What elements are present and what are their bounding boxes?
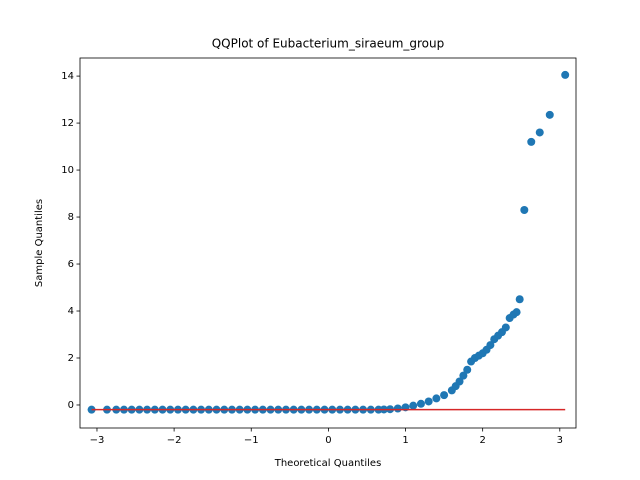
point	[440, 391, 449, 400]
x-tick-label: −1	[244, 435, 259, 446]
point	[501, 323, 510, 332]
point	[409, 401, 418, 410]
point	[527, 137, 536, 146]
x-tick-label: −3	[90, 435, 105, 446]
x-tick-label: −2	[167, 435, 182, 446]
chart-title: QQPlot of Eubacterium_siraeum_group	[212, 37, 445, 51]
y-tick-label: 6	[68, 259, 74, 270]
point	[424, 397, 433, 406]
point	[393, 404, 402, 413]
y-tick-label: 2	[68, 353, 74, 364]
point	[455, 377, 464, 386]
point	[535, 128, 544, 137]
y-tick-label: 12	[61, 118, 74, 129]
y-tick-label: 10	[61, 165, 74, 176]
point	[512, 308, 521, 317]
point	[545, 110, 554, 119]
x-tick-label: 1	[402, 435, 408, 446]
point	[463, 365, 472, 374]
point	[432, 394, 441, 403]
y-tick-label: 0	[68, 400, 74, 411]
plot-frame	[79, 57, 577, 429]
point	[416, 399, 425, 408]
x-tick-label: 3	[557, 435, 563, 446]
x-axis-label: Theoretical Quantiles	[274, 458, 382, 469]
point	[515, 295, 524, 304]
point	[459, 371, 468, 380]
x-tick-label: 2	[479, 435, 485, 446]
y-axis-label: Sample Quantiles	[34, 199, 45, 287]
y-tick-label: 8	[68, 212, 74, 223]
point	[520, 205, 529, 214]
point	[561, 70, 570, 79]
y-tick-label: 4	[68, 306, 74, 317]
x-tick-label: 0	[325, 435, 331, 446]
y-tick-label: 14	[61, 71, 74, 82]
point	[486, 341, 495, 350]
